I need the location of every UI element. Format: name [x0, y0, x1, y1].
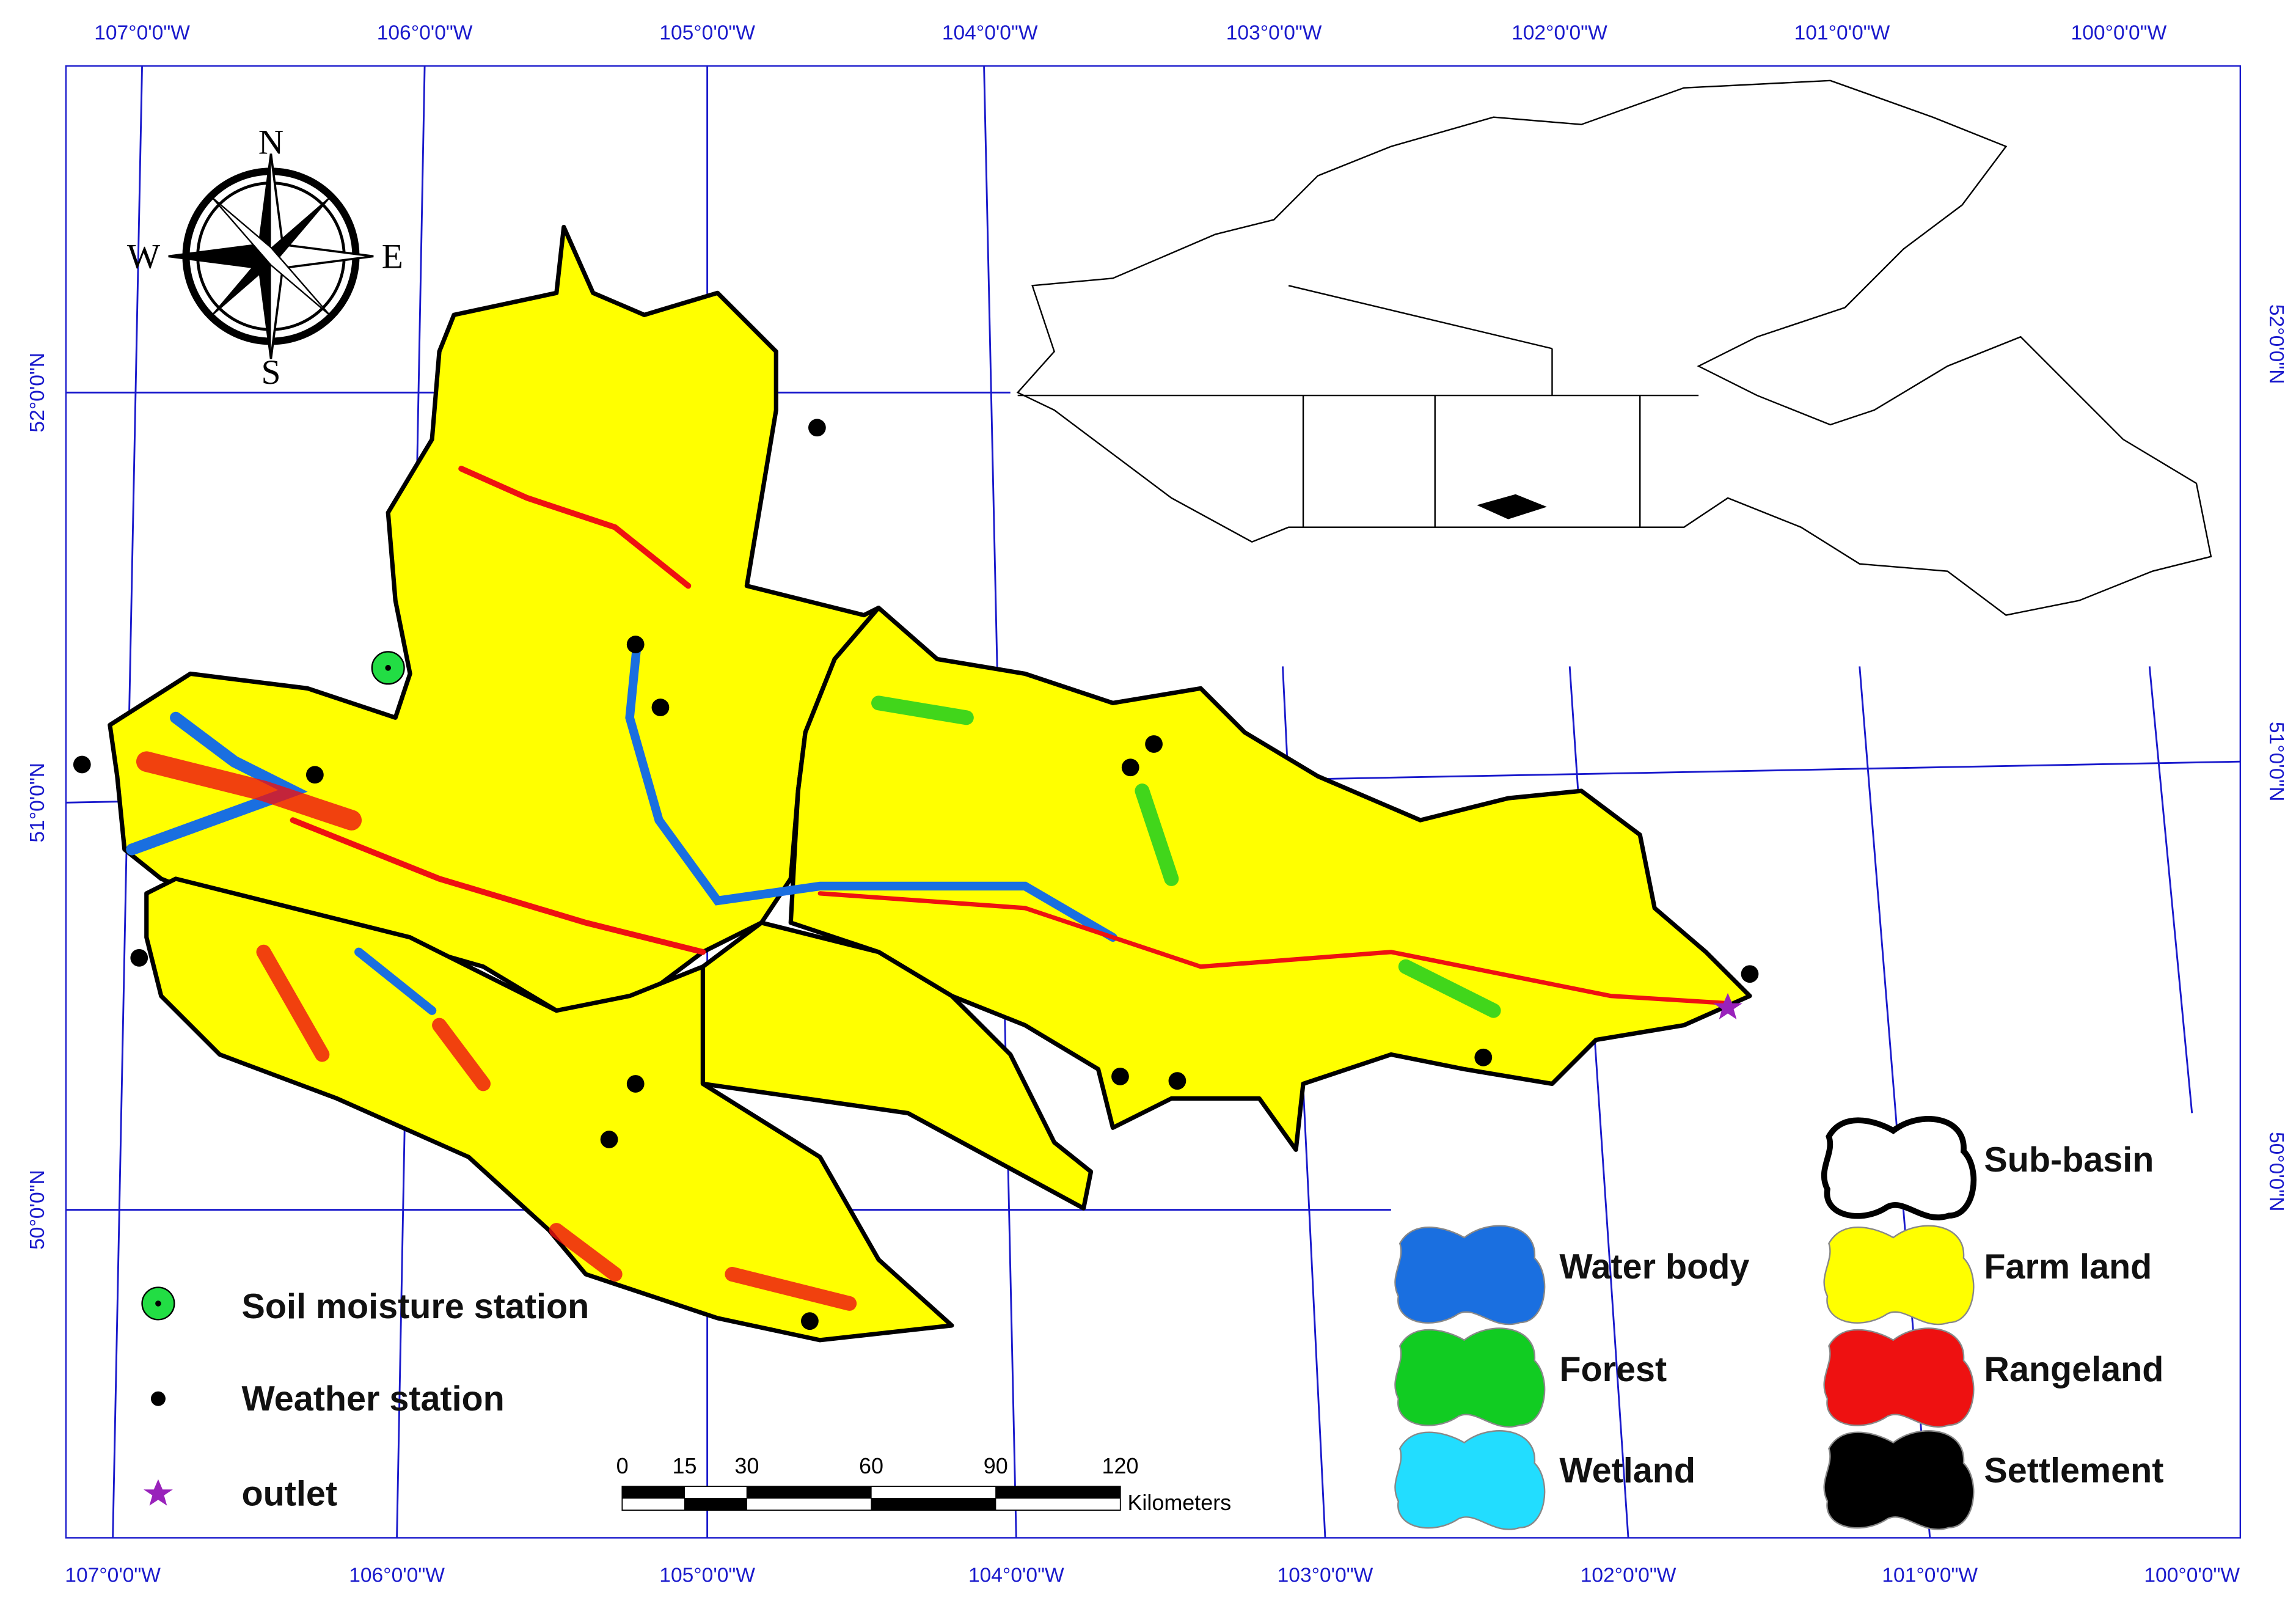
legend-label: outlet [242, 1475, 338, 1514]
compass-e: E [382, 238, 403, 276]
legend-label: Settlement [1984, 1451, 2163, 1490]
legend-label: Wetland [1559, 1451, 1695, 1490]
compass-n: N [258, 123, 284, 162]
lon-label-bottom: 102°0'0"W [1581, 1564, 1676, 1586]
legend-range [1823, 1327, 1975, 1428]
legend-label: Sub-basin [1984, 1140, 2154, 1179]
lat-label-right: 52°0'0"N [2265, 304, 2287, 384]
legend-label: Farm land [1984, 1247, 2152, 1286]
scale-segment [684, 1486, 747, 1499]
compass-rose [168, 153, 374, 359]
lat-label-right: 51°0'0"N [2265, 722, 2287, 802]
scale-tick-label: 30 [734, 1453, 759, 1478]
compass-w: W [127, 238, 161, 276]
scale-segment [684, 1498, 747, 1510]
lon-label-top: 106°0'0"W [377, 22, 473, 45]
lat-label-left: 51°0'0"N [26, 763, 49, 843]
lon-label-bottom: 101°0'0"W [1882, 1564, 1978, 1586]
lon-label-bottom: 100°0'0"W [2144, 1564, 2240, 1586]
legend-label: Water body [1559, 1247, 1749, 1286]
weather-stations [73, 419, 1759, 1330]
lon-label-top: 102°0'0"W [1512, 22, 1607, 45]
legend-label: Rangeland [1984, 1350, 2163, 1389]
scale-segment [622, 1486, 685, 1498]
legend-outlet-symbol [143, 1479, 173, 1506]
lon-label-bottom: 103°0'0"W [1278, 1564, 1373, 1586]
legend-forest [1394, 1327, 1546, 1428]
legend-label: Forest [1559, 1350, 1667, 1389]
legend-water [1394, 1225, 1546, 1326]
lon-label-bottom: 107°0'0"W [65, 1564, 161, 1586]
lon-label-top: 105°0'0"W [659, 22, 755, 45]
scale-segment [622, 1498, 686, 1511]
legend-label: Weather station [242, 1379, 505, 1418]
scale-tick-label: 15 [672, 1453, 696, 1478]
legend-settlement [1823, 1430, 1975, 1530]
lon-label-top: 103°0'0"W [1226, 22, 1322, 45]
scale-segment [746, 1498, 872, 1511]
legend-farm [1823, 1225, 1975, 1326]
lon-label-top: 100°0'0"W [2071, 22, 2167, 45]
scale-bar: 0 15 30 60 90 120 [616, 1453, 1138, 1511]
lon-label-bottom: 105°0'0"W [659, 1564, 755, 1586]
scale-tick-label: 90 [984, 1453, 1008, 1478]
sub-basins [108, 224, 1752, 1343]
lat-label-left: 50°0'0"N [26, 1170, 49, 1250]
legend-soil-symbol-dot [155, 1300, 161, 1307]
lat-label-right: 50°0'0"N [2265, 1132, 2287, 1212]
lon-label-bottom: 106°0'0"W [349, 1564, 445, 1586]
soil-moisture-station-dot [385, 665, 391, 671]
scale-segment [747, 1486, 872, 1498]
scale-tick-label: 120 [1102, 1453, 1138, 1478]
land-cover [126, 466, 1730, 1311]
canada-inset [1016, 79, 2212, 616]
legend-wetland [1394, 1430, 1546, 1530]
scale-segment [871, 1498, 996, 1510]
scale-tick-label: 0 [616, 1453, 629, 1478]
scale-unit: Kilometers [1127, 1490, 1231, 1515]
scale-segment [995, 1498, 1121, 1511]
lon-label-top: 101°0'0"W [1794, 22, 1890, 45]
scale-segment [871, 1486, 996, 1499]
legend-label: Soil moisture station [242, 1287, 590, 1326]
lon-label-top: 107°0'0"W [94, 22, 190, 45]
legend-subbasin [1824, 1119, 1974, 1217]
lon-label-bottom: 104°0'0"W [968, 1564, 1064, 1586]
legend-weather-symbol [150, 1391, 166, 1406]
outlet-star [1713, 992, 1742, 1019]
scale-tick-label: 60 [859, 1453, 883, 1478]
scale-segment [995, 1486, 1121, 1498]
compass-s: S [261, 353, 280, 392]
lon-label-top: 104°0'0"W [942, 22, 1038, 45]
lat-label-left: 52°0'0"N [26, 353, 49, 433]
